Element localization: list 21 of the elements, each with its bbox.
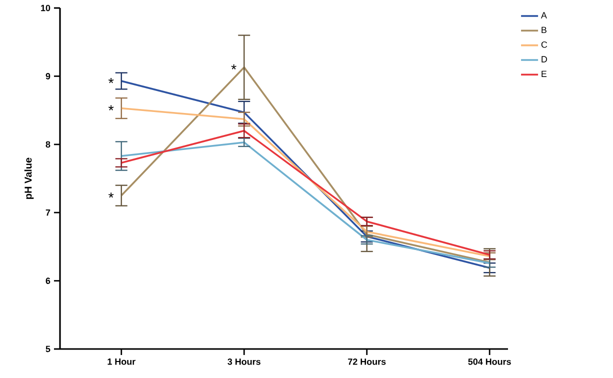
x-tick-label: 1 Hour	[108, 358, 136, 365]
annotation: *	[108, 105, 114, 110]
legend-label: D	[542, 56, 547, 62]
annotation: *	[108, 78, 114, 84]
x-tick-label: 72 Hours	[348, 358, 386, 365]
y-tick-label: 5	[46, 346, 50, 352]
y-tick-label: 10	[41, 4, 50, 12]
y-tick-label: 6	[46, 278, 50, 284]
annotation: *	[108, 192, 114, 198]
x-tick-label: 3 Hours	[228, 358, 260, 365]
legend-label: A	[540, 12, 547, 18]
legend-label: E	[542, 70, 547, 77]
x-tick-label: 504 Hours	[468, 358, 511, 365]
annotation: *	[231, 64, 236, 70]
legend-label: C	[541, 41, 548, 48]
line-series	[120, 107, 490, 258]
y-tick-label: 8	[46, 141, 50, 148]
legend-label: B	[542, 26, 546, 33]
y-tick-label: 7	[46, 210, 50, 216]
y-tick-label: 9	[46, 73, 50, 80]
y-axis-title: pH Value	[24, 158, 34, 199]
